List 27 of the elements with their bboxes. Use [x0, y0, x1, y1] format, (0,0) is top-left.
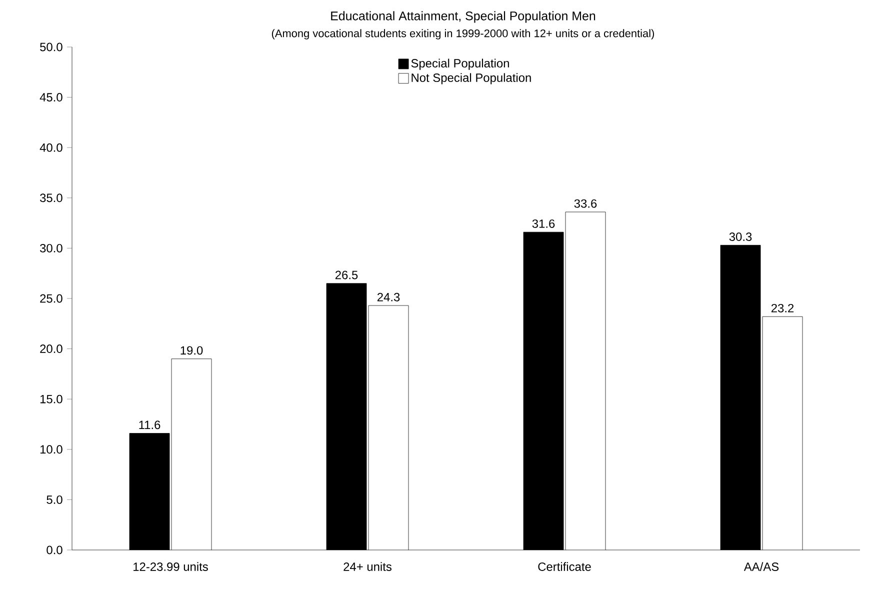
y-tick-label: 5.0 — [46, 495, 62, 504]
x-tick-label: 12-23.99 units — [134, 562, 208, 571]
y-tick-label: 30.0 — [40, 244, 62, 252]
chart-subtitle: (Among vocational students exiting in 1999-2000 with 12+ units or a credential) — [272, 29, 654, 40]
x-tick-label: AA/AS — [744, 562, 779, 571]
data-label: 19.0 — [180, 346, 203, 355]
data-label: 26.5 — [335, 270, 358, 280]
data-label: 33.6 — [574, 199, 597, 208]
x-tick-label: 24+ units — [344, 562, 392, 571]
legend-label: Special Population — [411, 58, 509, 70]
y-tick-label: 20.0 — [40, 344, 62, 354]
y-tick-label: 45.0 — [40, 93, 62, 102]
chart-title: Educational Attainment, Special Population Men — [331, 11, 596, 23]
x-tick-label: Certificate — [538, 562, 591, 571]
y-tick-label: 15.0 — [40, 394, 62, 404]
y-tick-label: 40.0 — [40, 143, 62, 152]
data-label: 11.6 — [139, 420, 160, 430]
y-tick-label: 35.0 — [40, 194, 62, 202]
y-tick-label: 10.0 — [40, 445, 62, 454]
data-label: 23.2 — [771, 304, 794, 312]
data-label: 30.3 — [729, 232, 752, 241]
legend-label: Not Special Population — [412, 73, 531, 84]
y-tick-label: 50.0 — [40, 42, 62, 52]
data-label: 24.3 — [377, 292, 400, 302]
data-label: 31.6 — [532, 219, 555, 228]
y-tick-label: 0.0 — [46, 546, 62, 554]
y-tick-label: 25.0 — [40, 294, 62, 303]
